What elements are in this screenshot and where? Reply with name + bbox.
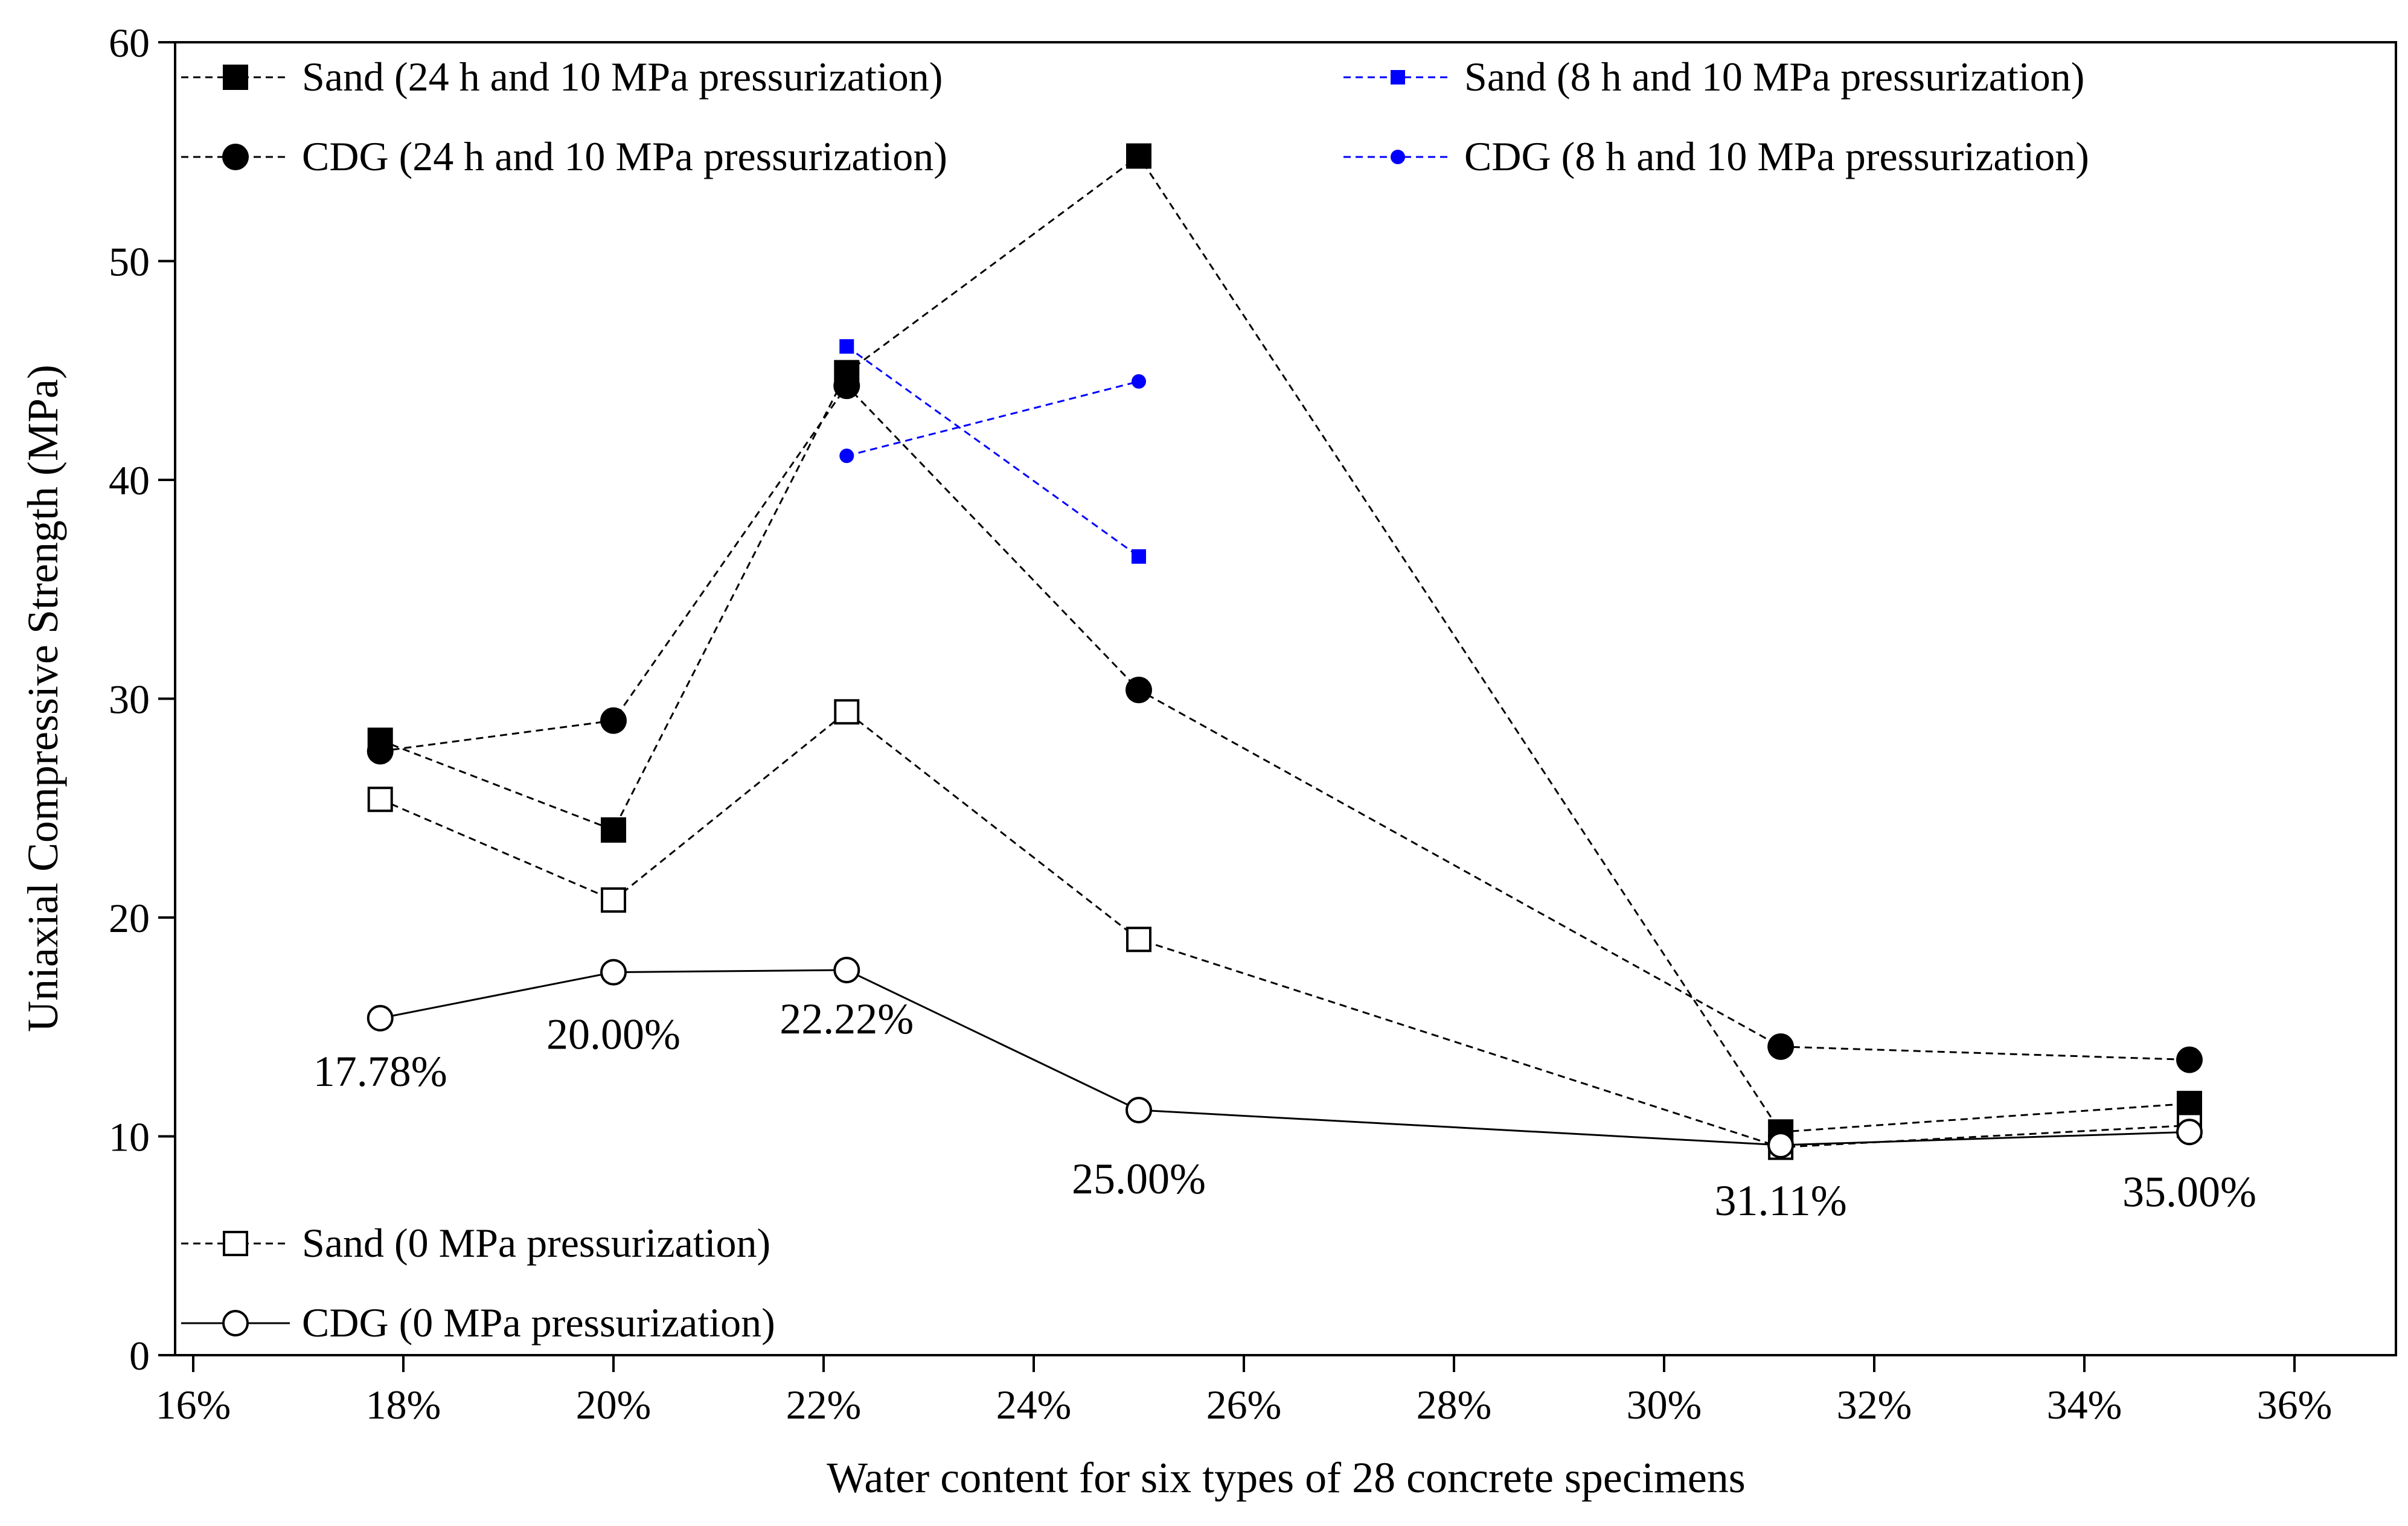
data-point	[834, 699, 860, 725]
data-point	[1126, 1097, 1152, 1123]
water-content-label: 22.22%	[780, 995, 914, 1043]
data-point	[1132, 374, 1146, 389]
y-tick-label: 10	[109, 1114, 150, 1160]
series-line	[380, 155, 2190, 1133]
series-cdg-8-h-and-10-mpa-pressurization	[839, 374, 1146, 464]
water-content-label: 25.00%	[1072, 1155, 1206, 1203]
legend-marker	[223, 1231, 248, 1256]
x-tick-label: 18%	[366, 1382, 441, 1428]
x-tick-label: 36%	[2257, 1382, 2333, 1428]
data-point	[833, 372, 860, 400]
data-point	[2176, 1046, 2203, 1073]
x-tick-label: 32%	[1837, 1382, 1912, 1428]
data-point	[1126, 677, 1152, 703]
data-point	[833, 957, 860, 983]
water-content-label: 20.00%	[546, 1010, 680, 1059]
y-tick-label: 60	[109, 20, 150, 66]
legend-marker	[1391, 150, 1405, 164]
data-point	[367, 1004, 394, 1032]
legend-label: Sand (8 h and 10 MPa pressurization)	[1464, 54, 2084, 100]
series-layer	[367, 143, 2203, 1160]
data-point	[600, 959, 627, 986]
series-sand-24-h-and-10-mpa-pressurization	[367, 143, 2202, 1145]
y-axis-title: Uniaxial Compressive Strength (MPa)	[19, 365, 67, 1032]
data-point	[2176, 1119, 2203, 1146]
legend-item-sand-24-h-and-10-mpa-pressurization: Sand (24 h and 10 MPa pressurization)	[181, 54, 943, 100]
legend-label: CDG (8 h and 10 MPa pressurization)	[1464, 133, 2089, 179]
x-tick-label: 28%	[1417, 1382, 1492, 1428]
y-tick-label: 20	[109, 895, 150, 941]
x-axis-title: Water content for six types of 28 concre…	[827, 1454, 1746, 1502]
legend-marker	[1391, 70, 1405, 85]
data-point	[601, 817, 626, 843]
legend-label: Sand (0 MPa pressurization)	[302, 1220, 770, 1266]
water-content-label: 17.78%	[313, 1047, 447, 1096]
water-content-label: 31.11%	[1714, 1176, 1846, 1225]
x-tick-label: 34%	[2047, 1382, 2122, 1428]
data-point	[1132, 549, 1146, 564]
data-point	[367, 738, 394, 765]
series-line	[846, 345, 1139, 558]
series-line	[380, 969, 2190, 1146]
plot-frame	[174, 41, 2397, 1356]
legend-bottom-left: Sand (0 MPa pressurization) CDG (0 MPa pr…	[181, 1220, 775, 1346]
axis-layer: 16% 18% 20% 22% 24% 26% 28% 30% 32% 34% 36% 0 10 20 30…	[109, 20, 2332, 1428]
data-point	[601, 887, 626, 913]
legend-label: CDG (24 h and 10 MPa pressurization)	[302, 133, 947, 179]
data-point	[1126, 927, 1151, 953]
x-tick-label: 24%	[996, 1382, 1072, 1428]
x-tick-label: 22%	[786, 1382, 862, 1428]
legend-item-sand-8-h-and-10-mpa-pressurization: Sand (8 h and 10 MPa pressurization)	[1343, 54, 2084, 100]
series-cdg-0-mpa-pressurization	[367, 957, 2203, 1158]
y-tick-label: 0	[129, 1333, 150, 1379]
legend-item-cdg-0-mpa-pressurization: CDG (0 MPa pressurization)	[181, 1300, 775, 1346]
legend-item-sand-0-mpa-pressurization: Sand (0 MPa pressurization)	[181, 1220, 770, 1266]
data-point	[1767, 1132, 1795, 1158]
y-tick-label: 50	[109, 239, 150, 285]
x-tick-label: 30%	[1627, 1382, 1702, 1428]
y-tick-label: 30	[109, 677, 150, 723]
series-line	[380, 384, 2190, 1061]
legend-item-cdg-8-h-and-10-mpa-pressurization: CDG (8 h and 10 MPa pressurization)	[1343, 133, 2089, 179]
data-point	[839, 449, 854, 464]
x-tick-label: 20%	[576, 1382, 652, 1428]
data-point	[2177, 1091, 2202, 1117]
legend-marker	[223, 65, 248, 90]
series-line	[380, 710, 2190, 1149]
series-line	[846, 380, 1139, 457]
y-tick-label: 40	[109, 458, 150, 503]
data-point	[600, 707, 627, 734]
data-point	[839, 339, 854, 354]
data-point	[1767, 1033, 1795, 1060]
series-sand-8-h-and-10-mpa-pressurization	[839, 339, 1146, 564]
legend-top-right: Sand (8 h and 10 MPa pressurization) CDG …	[1343, 54, 2089, 179]
legend-top-left: Sand (24 h and 10 MPa pressurization) CDG…	[181, 54, 947, 179]
data-point	[1126, 143, 1151, 169]
x-tick-label: 26%	[1206, 1382, 1282, 1428]
data-point	[367, 787, 393, 812]
series-cdg-24-h-and-10-mpa-pressurization	[367, 372, 2203, 1073]
x-tick-label: 16%	[156, 1382, 231, 1428]
legend-layer: Sand (24 h and 10 MPa pressurization) CDG…	[181, 54, 2089, 1346]
legend-item-cdg-24-h-and-10-mpa-pressurization: CDG (24 h and 10 MPa pressurization)	[181, 133, 947, 179]
water-content-label: 35.00%	[2122, 1168, 2256, 1216]
legend-label: CDG (0 MPa pressurization)	[302, 1300, 775, 1346]
legend-marker	[222, 144, 249, 170]
legend-label: Sand (24 h and 10 MPa pressurization)	[302, 54, 943, 100]
legend-marker	[222, 1310, 249, 1336]
annotation-layer: 17.78% 20.00% 22.22% 25.00% 31.11% 35.00%	[313, 995, 2256, 1225]
